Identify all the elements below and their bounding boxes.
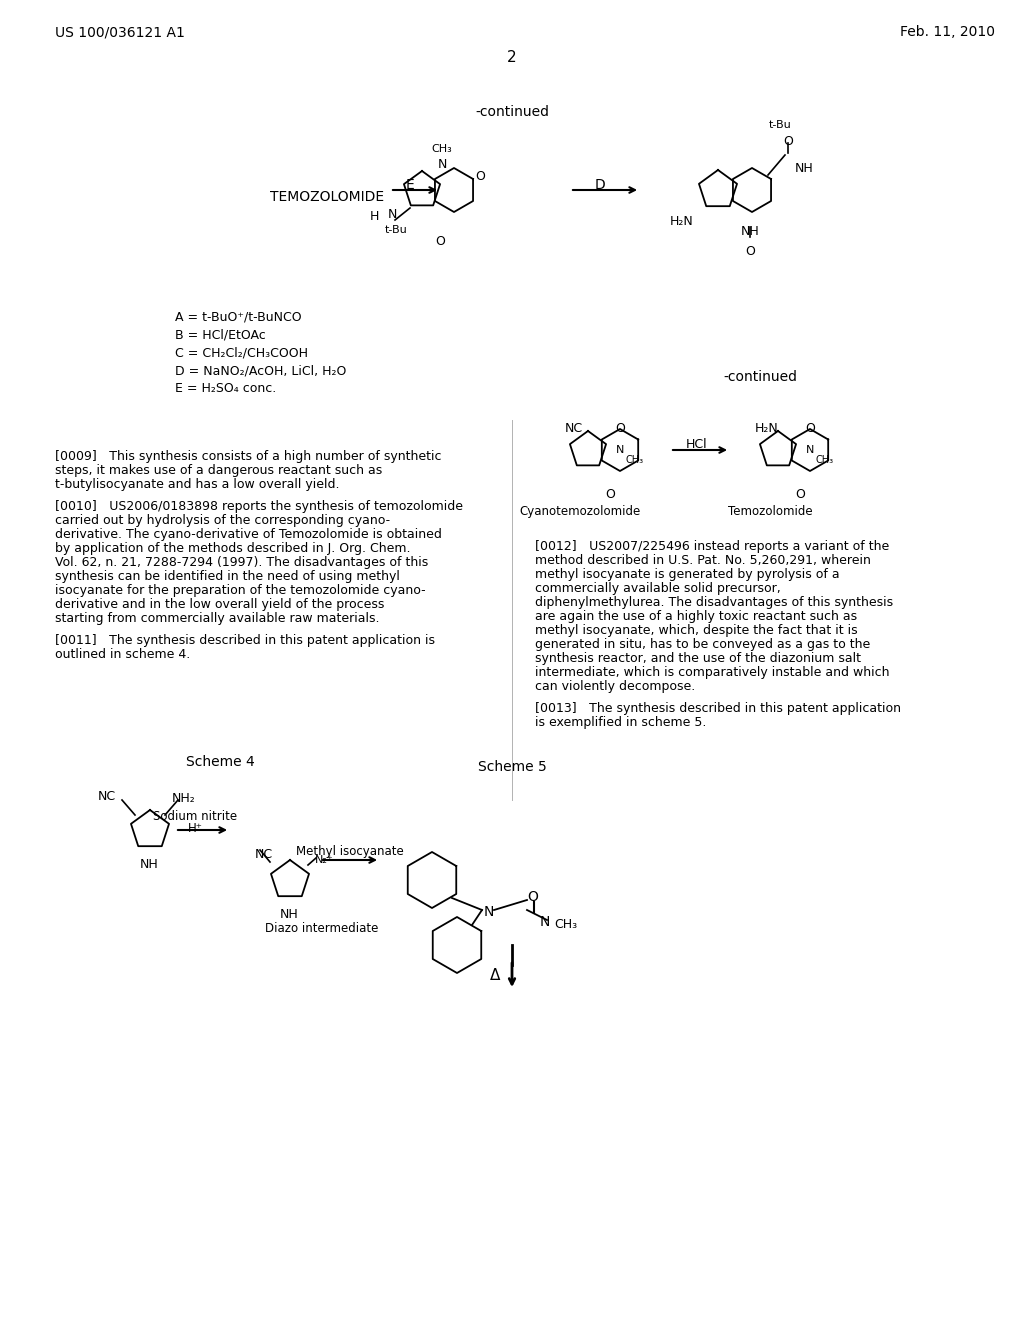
Text: CH₃: CH₃ [815,455,834,465]
Text: N: N [806,445,814,455]
Text: O: O [605,488,614,502]
Text: D: D [595,178,605,191]
Text: intermediate, which is comparatively instable and which: intermediate, which is comparatively ins… [535,667,890,678]
Text: N: N [540,915,550,929]
Text: method described in U.S. Pat. No. 5,260,291, wherein: method described in U.S. Pat. No. 5,260,… [535,554,870,568]
Text: Diazo intermediate: Diazo intermediate [265,921,379,935]
Text: Methyl isocyanate: Methyl isocyanate [296,845,403,858]
Text: NH₂: NH₂ [172,792,196,805]
Text: t-Bu: t-Bu [769,120,792,129]
Text: derivative. The cyano-derivative of Temozolomide is obtained: derivative. The cyano-derivative of Temo… [55,528,442,541]
Text: B = HCl/EtOAc: B = HCl/EtOAc [175,327,266,341]
Text: Scheme 4: Scheme 4 [185,755,254,770]
Text: Cyanotemozolomide: Cyanotemozolomide [519,506,641,517]
Text: CH₃: CH₃ [432,144,453,154]
Text: NC: NC [255,847,273,861]
Text: O: O [475,170,485,183]
Text: O: O [745,246,755,257]
Text: methyl isocyanate is generated by pyrolysis of a: methyl isocyanate is generated by pyroly… [535,568,840,581]
Text: Vol. 62, n. 21, 7288-7294 (1997). The disadvantages of this: Vol. 62, n. 21, 7288-7294 (1997). The di… [55,556,428,569]
Text: TEMOZOLOMIDE: TEMOZOLOMIDE [270,190,384,205]
Text: Scheme 5: Scheme 5 [477,760,547,774]
Text: NH: NH [795,162,814,176]
Text: O: O [435,235,444,248]
Text: N: N [437,158,446,172]
Text: A = t-BuO⁺/t-BuNCO: A = t-BuO⁺/t-BuNCO [175,310,302,323]
Text: H₂N: H₂N [670,215,693,228]
Text: O: O [527,890,538,904]
Text: carried out by hydrolysis of the corresponding cyano-: carried out by hydrolysis of the corresp… [55,513,390,527]
Text: diphenylmethylurea. The disadvantages of this synthesis: diphenylmethylurea. The disadvantages of… [535,597,893,609]
Text: [0010] US2006/0183898 reports the synthesis of temozolomide: [0010] US2006/0183898 reports the synthe… [55,500,463,513]
Text: methyl isocyanate, which, despite the fact that it is: methyl isocyanate, which, despite the fa… [535,624,858,638]
Text: -continued: -continued [723,370,797,384]
Text: D = NaNO₂/AcOH, LiCl, H₂O: D = NaNO₂/AcOH, LiCl, H₂O [175,364,346,378]
Text: O: O [805,422,815,436]
Text: NH: NH [740,224,760,238]
Text: generated in situ, has to be conveyed as a gas to the: generated in situ, has to be conveyed as… [535,638,870,651]
Text: commercially available solid precursor,: commercially available solid precursor, [535,582,780,595]
Text: synthesis reactor, and the use of the diazonium salt: synthesis reactor, and the use of the di… [535,652,861,665]
Text: HCl: HCl [686,438,708,451]
Text: H⁺: H⁺ [187,822,203,836]
Text: outlined in scheme 4.: outlined in scheme 4. [55,648,190,661]
Text: NC: NC [98,789,116,803]
Text: NC: NC [565,422,583,436]
Text: synthesis can be identified in the need of using methyl: synthesis can be identified in the need … [55,570,400,583]
Text: can violently decompose.: can violently decompose. [535,680,695,693]
Text: C = CH₂Cl₂/CH₃COOH: C = CH₂Cl₂/CH₃COOH [175,346,308,359]
Text: derivative and in the low overall yield of the process: derivative and in the low overall yield … [55,598,384,611]
Text: O: O [615,422,625,436]
Text: O: O [795,488,805,502]
Text: isocyanate for the preparation of the temozolomide cyano-: isocyanate for the preparation of the te… [55,583,426,597]
Text: Sodium nitrite: Sodium nitrite [153,810,238,822]
Text: H₂N: H₂N [755,422,778,436]
Text: E = H₂SO₄ conc.: E = H₂SO₄ conc. [175,381,276,395]
Text: [0013] The synthesis described in this patent application: [0013] The synthesis described in this p… [535,702,901,715]
Text: NH: NH [140,858,159,871]
Text: t-Bu: t-Bu [385,224,408,235]
Text: E: E [406,178,415,191]
Text: CH₃: CH₃ [554,917,578,931]
Text: NH: NH [280,908,299,921]
Text: steps, it makes use of a dangerous reactant such as: steps, it makes use of a dangerous react… [55,465,382,477]
Text: 2: 2 [507,50,517,65]
Text: [0009] This synthesis consists of a high number of synthetic: [0009] This synthesis consists of a high… [55,450,441,463]
Text: [0012] US2007/225496 instead reports a variant of the: [0012] US2007/225496 instead reports a v… [535,540,889,553]
Text: US 100/036121 A1: US 100/036121 A1 [55,25,185,40]
Text: starting from commercially available raw materials.: starting from commercially available raw… [55,612,380,624]
Text: N₂⁺: N₂⁺ [315,855,334,865]
Text: H: H [370,210,379,223]
Text: O: O [783,135,793,148]
Text: -continued: -continued [475,106,549,119]
Text: Temozolomide: Temozolomide [728,506,812,517]
Text: N: N [388,209,397,220]
Text: are again the use of a highly toxic reactant such as: are again the use of a highly toxic reac… [535,610,857,623]
Text: CH₃: CH₃ [625,455,643,465]
Text: is exemplified in scheme 5.: is exemplified in scheme 5. [535,715,707,729]
Text: N: N [484,906,495,919]
Text: by application of the methods described in J. Org. Chem.: by application of the methods described … [55,543,411,554]
Text: t-butylisocyanate and has a low overall yield.: t-butylisocyanate and has a low overall … [55,478,340,491]
Text: Δ: Δ [490,968,501,983]
Text: Feb. 11, 2010: Feb. 11, 2010 [900,25,995,40]
Text: [0011] The synthesis described in this patent application is: [0011] The synthesis described in this p… [55,634,435,647]
Text: N: N [615,445,625,455]
